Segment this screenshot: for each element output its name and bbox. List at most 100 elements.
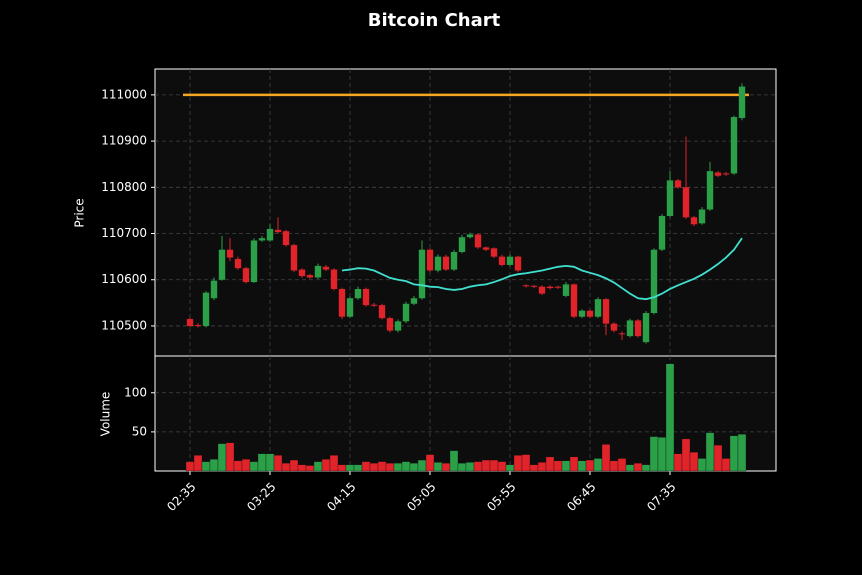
candle-body bbox=[698, 209, 706, 224]
volume-bar bbox=[393, 463, 403, 472]
candle-body bbox=[314, 265, 322, 278]
candle-body bbox=[338, 288, 346, 317]
candle-body bbox=[570, 284, 578, 317]
volume-bar bbox=[609, 460, 619, 472]
candle-body bbox=[722, 173, 730, 175]
candle-body bbox=[538, 286, 546, 294]
volume-bar bbox=[225, 442, 235, 472]
candle-body bbox=[522, 285, 530, 287]
volume-bar bbox=[337, 464, 347, 472]
volume-bar bbox=[585, 459, 595, 472]
volume-bar bbox=[529, 464, 539, 472]
candle-body bbox=[666, 180, 674, 216]
candle-body bbox=[202, 292, 210, 326]
volume-bar bbox=[441, 463, 451, 472]
candle-body bbox=[658, 215, 666, 250]
candle-body bbox=[226, 249, 234, 258]
candle-body bbox=[682, 187, 690, 218]
volume-bar bbox=[569, 456, 579, 472]
candle-body bbox=[586, 310, 594, 317]
candle-body bbox=[690, 217, 698, 225]
volume-bar bbox=[553, 460, 563, 472]
candle-body bbox=[466, 234, 474, 238]
volume-bar bbox=[545, 456, 555, 472]
candle-body bbox=[426, 249, 434, 271]
volume-bar bbox=[329, 455, 339, 472]
candle-body bbox=[258, 238, 266, 241]
candle-body bbox=[186, 319, 194, 326]
volume-bar bbox=[449, 450, 459, 472]
volume-bar bbox=[185, 461, 195, 472]
volume-bar bbox=[561, 460, 571, 472]
volume-bar bbox=[265, 453, 275, 472]
volume-bar bbox=[681, 438, 691, 472]
volume-bar bbox=[217, 443, 227, 472]
candle-body bbox=[306, 275, 314, 278]
y-tick-label: 50 bbox=[132, 424, 147, 438]
candle-body bbox=[402, 303, 410, 322]
volume-bar bbox=[505, 464, 515, 472]
x-tick-label: 06:45 bbox=[564, 480, 598, 514]
volume-bar bbox=[489, 459, 499, 472]
candle-body bbox=[602, 299, 610, 324]
candle-body bbox=[650, 249, 658, 314]
candle-body bbox=[730, 117, 738, 174]
candle-body bbox=[514, 256, 522, 271]
candle-body bbox=[738, 86, 746, 118]
volume-bar bbox=[665, 363, 675, 472]
volume-bar bbox=[721, 458, 731, 472]
chart-title: Bitcoin Chart bbox=[368, 10, 501, 31]
candle-body bbox=[346, 298, 354, 317]
volume-bar bbox=[305, 465, 315, 472]
y-tick-label: 110700 bbox=[101, 226, 147, 240]
volume-bar bbox=[737, 434, 747, 472]
candle-body bbox=[322, 266, 330, 270]
volume-bar bbox=[537, 462, 547, 472]
volume-bar bbox=[289, 459, 299, 472]
y-tick-label: 111000 bbox=[101, 87, 147, 101]
y-tick-label: 110900 bbox=[101, 134, 147, 148]
volume-bar bbox=[193, 455, 203, 472]
volume-bar bbox=[273, 455, 283, 472]
volume-axis-label: Volume bbox=[99, 392, 113, 437]
volume-bar bbox=[321, 459, 331, 472]
volume-bar bbox=[577, 460, 587, 472]
volume-bar bbox=[313, 461, 323, 472]
y-axis-label: Price bbox=[73, 198, 87, 227]
volume-bar bbox=[369, 463, 379, 472]
volume-bar bbox=[617, 458, 627, 472]
candle-body bbox=[242, 268, 250, 283]
x-tick-label: 03:25 bbox=[244, 480, 278, 514]
candle-body bbox=[554, 286, 562, 288]
candle-body bbox=[490, 248, 498, 257]
candle-body bbox=[234, 258, 242, 269]
candle-body bbox=[626, 320, 634, 337]
volume-bar bbox=[657, 437, 667, 472]
volume-bar bbox=[201, 461, 211, 472]
candle-body bbox=[498, 256, 506, 265]
volume-bar bbox=[513, 455, 523, 472]
volume-bar bbox=[209, 459, 219, 472]
candle-body bbox=[418, 249, 426, 299]
y-tick-label: 110600 bbox=[101, 272, 147, 286]
candle-body bbox=[194, 325, 202, 327]
volume-bar bbox=[417, 459, 427, 472]
volume-bar bbox=[345, 464, 355, 472]
candle-body bbox=[290, 245, 298, 271]
candle-body bbox=[594, 299, 602, 317]
candle-body bbox=[546, 286, 554, 289]
y-tick-label: 110800 bbox=[101, 180, 147, 194]
volume-bar bbox=[521, 454, 531, 472]
candle-body bbox=[642, 313, 650, 343]
x-tick-label: 02:35 bbox=[164, 480, 198, 514]
volume-bar bbox=[601, 444, 611, 472]
moving-average bbox=[341, 237, 743, 301]
volume-bar bbox=[481, 459, 491, 472]
candle-body bbox=[434, 256, 442, 271]
candle-body bbox=[706, 171, 714, 210]
x-tick-label: 04:15 bbox=[324, 480, 358, 514]
volume-bar bbox=[673, 453, 683, 472]
y-tick-label: 110500 bbox=[101, 318, 147, 332]
